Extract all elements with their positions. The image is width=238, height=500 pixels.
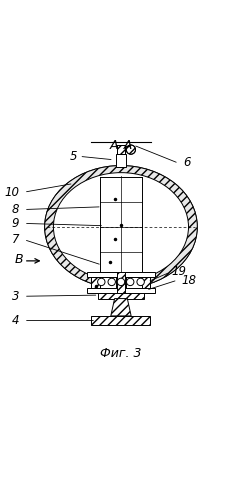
Bar (87, 288, 155, 293)
Text: 10: 10 (4, 186, 19, 198)
Ellipse shape (45, 166, 197, 288)
Circle shape (137, 278, 144, 285)
Ellipse shape (45, 166, 197, 288)
Bar (91, 316, 150, 325)
Bar (116, 154, 126, 166)
Circle shape (127, 278, 134, 285)
Text: 9: 9 (12, 217, 19, 230)
Text: 5: 5 (69, 150, 77, 163)
Polygon shape (111, 298, 131, 316)
Bar (142, 277, 150, 287)
Circle shape (98, 278, 105, 285)
Text: 3: 3 (12, 290, 19, 303)
Text: 6: 6 (183, 156, 191, 168)
Bar (91, 272, 150, 293)
Text: 8: 8 (12, 203, 19, 216)
Text: 4: 4 (12, 314, 19, 327)
Circle shape (117, 278, 125, 285)
Circle shape (126, 145, 135, 154)
Bar (117, 145, 125, 154)
Text: 19: 19 (172, 266, 187, 278)
Bar (87, 272, 155, 277)
Bar (117, 145, 125, 154)
Bar (117, 272, 125, 293)
Text: 18: 18 (181, 274, 196, 286)
Text: Фиг. 3: Фиг. 3 (100, 347, 142, 360)
Circle shape (108, 278, 115, 285)
Bar (99, 293, 144, 298)
Text: 7: 7 (12, 233, 19, 246)
Ellipse shape (53, 172, 188, 281)
Bar (91, 277, 100, 287)
Text: В: В (15, 253, 23, 266)
Text: А–А: А–А (109, 140, 133, 152)
Bar (99, 176, 142, 277)
